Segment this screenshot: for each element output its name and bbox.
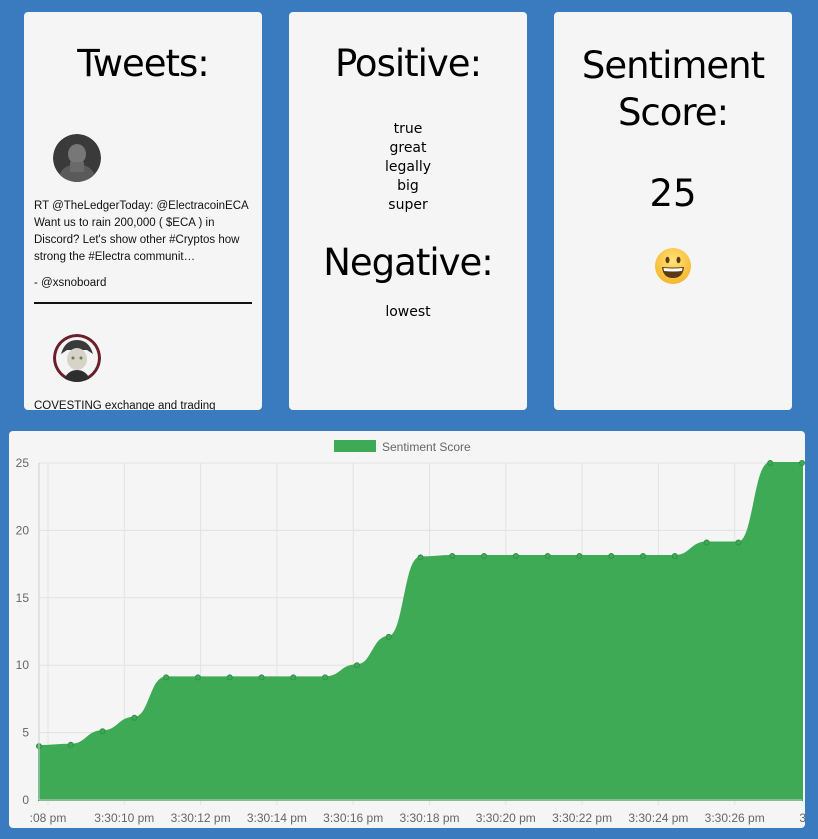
data-point: [703, 539, 710, 546]
series-area: [38, 462, 803, 801]
data-point: [194, 674, 201, 681]
data-point: [290, 674, 297, 681]
data-point: [799, 460, 805, 466]
x-tick-label: 3:30:10 pm: [94, 811, 154, 825]
data-point: [576, 553, 583, 560]
sentiment-score-value: 25: [649, 172, 697, 215]
x-tick-label: 3:30:26 pm: [705, 811, 765, 825]
y-tick-label: 5: [22, 726, 29, 740]
positive-title: Positive:: [334, 42, 482, 85]
sentiment-chart: Sentiment Score 0 5 10 15 20 25 :08 pm 3:30:10 p…: [9, 431, 805, 828]
data-point: [767, 460, 774, 466]
avatar: [53, 334, 101, 382]
x-tick-label: 3:30: [799, 811, 805, 825]
data-point: [353, 662, 360, 669]
negative-title: Negative:: [323, 241, 494, 284]
data-point: [481, 553, 488, 560]
positive-word: legally: [384, 159, 432, 175]
data-point: [671, 553, 678, 560]
tweet-text: RT @TheLedgerToday: @ElectracoinECA Want…: [34, 200, 249, 263]
tweet-text: COVESTING exchange and trading platform …: [34, 400, 216, 410]
y-tick-label: 0: [22, 793, 29, 807]
x-tick-label: 3:30:12 pm: [171, 811, 231, 825]
positive-word: true: [393, 121, 423, 137]
score-panel: Sentiment Score: 25: [554, 12, 792, 410]
data-point: [544, 553, 551, 560]
avatar: [53, 134, 101, 182]
data-point: [385, 633, 392, 640]
positive-word: super: [388, 197, 428, 213]
data-point: [640, 553, 647, 560]
positive-word-list: true great legally big super: [289, 120, 527, 215]
grinning-face-icon: [655, 248, 691, 284]
data-point: [512, 553, 519, 560]
chart-canvas: Sentiment Score 0 5 10 15 20 25 :08 pm 3:30:10 p…: [16, 440, 805, 825]
data-point: [226, 674, 233, 681]
negative-word-list: lowest: [289, 303, 527, 322]
x-tick-label: :08 pm: [30, 811, 67, 825]
legend-label: Sentiment Score: [382, 440, 471, 454]
tweet-divider: [34, 302, 252, 304]
y-tick-label: 20: [16, 523, 30, 537]
data-point: [99, 728, 106, 735]
data-point: [67, 741, 74, 748]
tweet-item: COVESTING exchange and trading platform …: [24, 334, 262, 410]
y-tick-label: 25: [16, 456, 30, 470]
y-tick-label: 10: [16, 658, 30, 672]
data-point: [163, 674, 170, 681]
positive-word: big: [397, 178, 419, 194]
tweets-panel: Tweets: RT @TheLedgerToday: @Electracoin…: [24, 12, 262, 410]
negative-word: lowest: [385, 304, 431, 320]
x-tick-label: 3:30:22 pm: [552, 811, 612, 825]
legend-swatch: [334, 440, 376, 452]
positive-word: great: [389, 140, 427, 156]
data-point: [417, 554, 424, 561]
tweets-title: Tweets:: [77, 42, 210, 85]
data-point: [608, 553, 615, 560]
words-panel: Positive: true great legally big super N…: [289, 12, 527, 410]
tweet-item: RT @TheLedgerToday: @ElectracoinECA Want…: [24, 134, 262, 304]
y-tick-label: 15: [16, 591, 30, 605]
x-tick-label: 3:30:24 pm: [628, 811, 688, 825]
x-tick-label: 3:30:16 pm: [323, 811, 383, 825]
sentiment-title: Sentiment Score:: [581, 44, 765, 134]
x-tick-label: 3:30:18 pm: [399, 811, 459, 825]
tweet-author[interactable]: - @xsnoboard: [34, 277, 107, 289]
x-tick-label: 3:30:14 pm: [247, 811, 307, 825]
data-point: [449, 553, 456, 560]
data-point: [131, 714, 138, 721]
data-point: [735, 539, 742, 546]
data-point: [258, 674, 265, 681]
data-point: [322, 674, 329, 681]
x-tick-label: 3:30:20 pm: [476, 811, 536, 825]
